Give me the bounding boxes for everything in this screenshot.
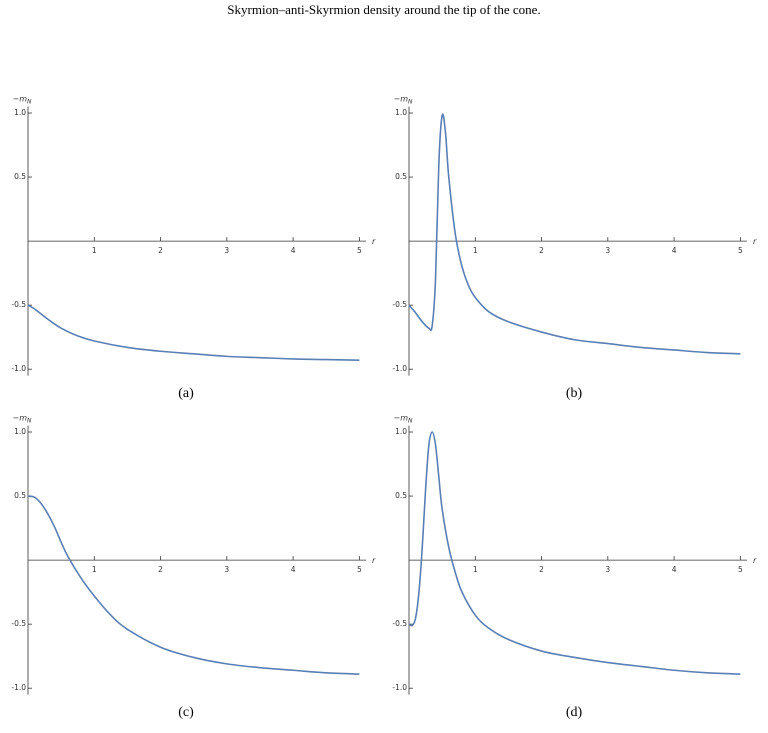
y-tick-label: 0.5 [14,172,26,181]
panel: 1 2 3 4 5-1.0-0.50.51.0−mNr(a) [11,95,376,401]
x-tick-label: 4 [291,565,296,574]
x-tick-label: 1 [473,246,478,255]
y-axis-label: −mN [394,414,414,425]
x-tick-label: 5 [738,565,743,574]
y-axis-label: −mN [13,95,33,106]
y-axis-label-sub: N [27,99,32,106]
y-axis-label-main: −m [13,414,28,423]
panel: 1 2 3 4 5-1.0-0.50.51.0−mNr(c) [11,414,376,720]
x-tick-label: 3 [605,565,610,574]
y-axis-label-main: −m [13,95,28,104]
y-axis-label: −mN [394,95,414,106]
x-tick-label: 2 [158,565,163,574]
x-tick-label: 4 [672,246,677,255]
panel: 1 2 3 4 5-1.0-0.50.51.0−mNr(b) [392,95,757,401]
y-tick-label: -1.0 [392,364,407,373]
y-tick-label: 1.0 [395,108,407,117]
y-tick-label: -1.0 [11,364,26,373]
x-tick-label: 4 [672,565,677,574]
panel: 1 2 3 4 5-1.0-0.50.51.0−mNr(d) [392,414,757,720]
y-tick-label: -0.5 [392,300,407,309]
y-axis-label-sub: N [27,418,32,425]
x-tick-label: 4 [291,246,296,255]
x-tick-label: 3 [605,246,610,255]
curve [27,495,360,675]
x-tick-label: 3 [224,565,229,574]
y-axis-label: −mN [13,414,33,425]
y-axis-label-main: −m [394,414,409,423]
y-tick-label: 1.0 [395,427,407,436]
x-tick-label: 5 [738,246,743,255]
y-tick-label: -0.5 [11,300,26,309]
curve [27,304,360,362]
y-tick-label: -0.5 [392,619,407,628]
x-tick-label: 1 [92,565,97,574]
panel-caption: (b) [566,386,583,401]
x-axis-label: r [753,237,757,246]
y-axis-label-sub: N [408,99,413,106]
x-tick-label: 5 [357,565,362,574]
y-tick-label: -1.0 [392,683,407,692]
x-tick-label: 3 [224,246,229,255]
y-axis-label-sub: N [408,418,413,425]
x-axis-label: r [372,237,376,246]
curve [408,113,741,355]
panel-caption: (a) [178,386,194,401]
y-tick-label: -1.0 [11,683,26,692]
caption-line: Skyrmion–anti-Skyrmion density around th… [227,2,540,17]
curve [408,431,741,675]
y-tick-label: 0.5 [395,172,407,181]
x-tick-label: 1 [473,565,478,574]
x-tick-label: 2 [158,246,163,255]
x-tick-label: 2 [539,246,544,255]
x-tick-label: 1 [92,246,97,255]
x-axis-label: r [372,556,376,565]
y-tick-label: 0.5 [395,491,407,500]
x-tick-label: 2 [539,565,544,574]
x-tick-label: 5 [357,246,362,255]
y-tick-label: 1.0 [14,427,26,436]
y-tick-label: 1.0 [14,108,26,117]
x-axis-label: r [753,556,757,565]
panel-caption: (d) [566,705,583,720]
y-tick-label: -0.5 [11,619,26,628]
y-axis-label-main: −m [394,95,409,104]
panel-caption: (c) [178,705,194,720]
y-tick-label: 0.5 [14,491,26,500]
